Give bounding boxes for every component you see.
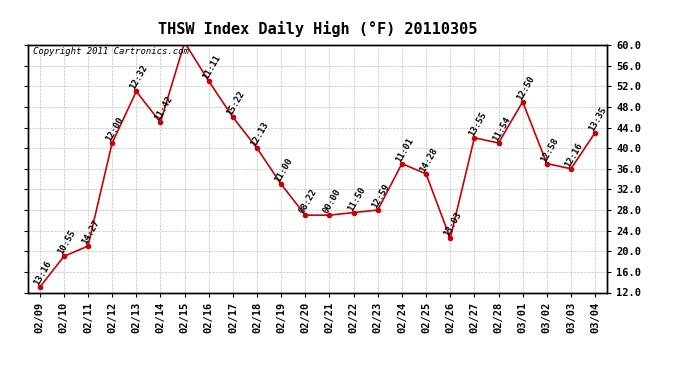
Text: 12:16: 12:16	[563, 141, 584, 169]
Text: 14:28: 14:28	[418, 146, 440, 174]
Text: 13:03: 13:03	[442, 211, 464, 238]
Text: 12:58: 12:58	[539, 136, 560, 164]
Text: Copyright 2011 Cartronics.com: Copyright 2011 Cartronics.com	[33, 48, 189, 57]
Text: 13:35: 13:35	[587, 105, 609, 133]
Text: 11:50: 11:50	[346, 185, 367, 213]
Text: 12:50: 12:50	[515, 74, 536, 102]
Text: 11:00: 11:00	[273, 156, 295, 184]
Text: 00:00: 00:00	[322, 188, 343, 215]
Text: 11:42: 11:42	[152, 94, 174, 122]
Text: 13:16: 13:16	[32, 260, 53, 287]
Text: 12:16: 12:16	[0, 374, 1, 375]
Text: 12:59: 12:59	[370, 182, 391, 210]
Text: 15:22: 15:22	[225, 89, 246, 117]
Text: 13:55: 13:55	[466, 110, 488, 138]
Text: 12:00: 12:00	[104, 115, 126, 143]
Text: 10:55: 10:55	[56, 229, 77, 256]
Text: THSW Index Daily High (°F) 20110305: THSW Index Daily High (°F) 20110305	[158, 21, 477, 37]
Text: 12:32: 12:32	[128, 64, 150, 92]
Text: 11:01: 11:01	[394, 136, 415, 164]
Text: 12:13: 12:13	[249, 120, 270, 148]
Text: 11:11: 11:11	[201, 53, 222, 81]
Text: 08:22: 08:22	[297, 188, 319, 215]
Text: 14:27: 14:27	[80, 218, 101, 246]
Text: 11:54: 11:54	[491, 115, 512, 143]
